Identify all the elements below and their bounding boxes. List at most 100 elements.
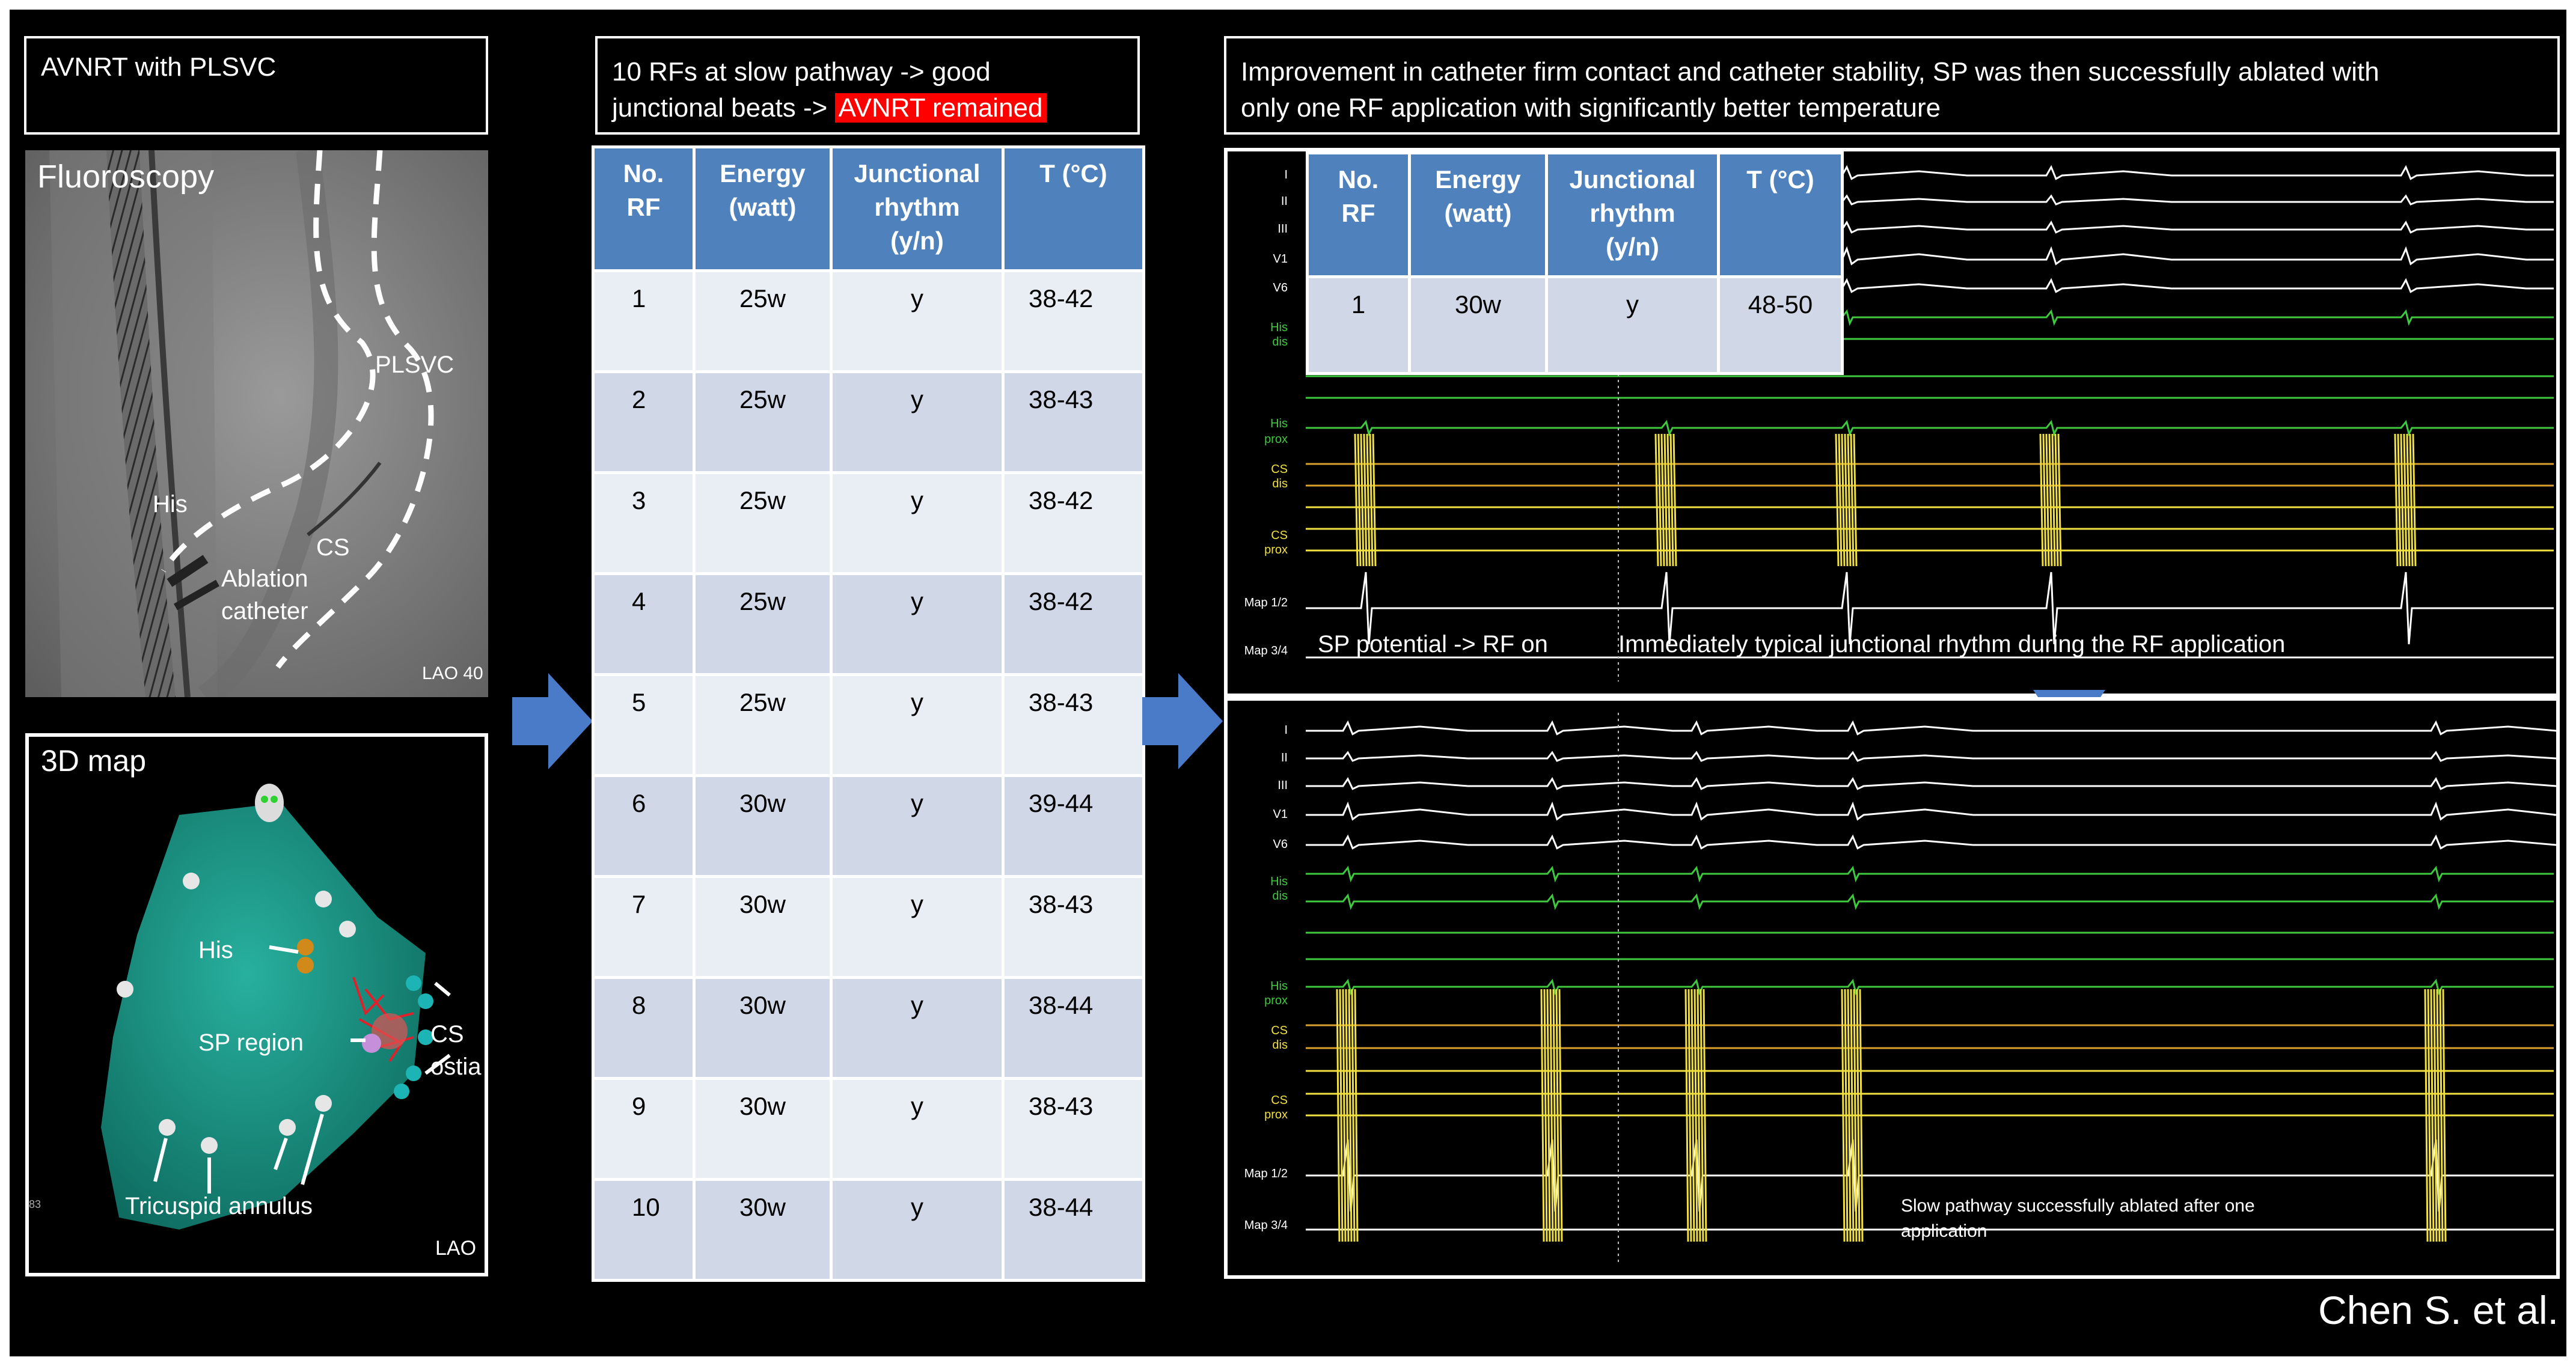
ecg-channel-label: His <box>1270 321 1288 334</box>
ecg-channel-label: prox <box>1264 433 1288 446</box>
ecg-channel-label: prox <box>1264 543 1288 556</box>
bottom-ecg-tracing <box>1306 713 2556 1263</box>
cell-energy: 25w <box>693 370 833 474</box>
map-sp-region-label: SP region <box>198 1029 304 1056</box>
bottom-annotation-line1: Slow pathway successfully ablated after … <box>1901 1196 2255 1216</box>
arrow-right-icon <box>1142 673 1223 769</box>
cell-energy: 25w <box>693 673 833 777</box>
ecg-trace <box>1306 751 2556 762</box>
ecg-channel-label: CS <box>1271 529 1288 542</box>
ecg-channel-label: CS <box>1271 463 1288 476</box>
avnrt-remained-highlight: AVNRT remained <box>834 93 1047 123</box>
cell-junctional: y <box>830 572 1005 676</box>
cell-junctional: y <box>830 875 1005 979</box>
top-annotation-right: Immediately typical junctional rhythm du… <box>1618 631 2286 657</box>
cell-temperature: 38-43 <box>1002 673 1145 777</box>
map-lao-label: LAO <box>435 1237 477 1260</box>
ecg-trace <box>1306 865 2554 883</box>
cell-energy: 25w <box>693 269 833 373</box>
rf-table-container: No. RF Energy (watt) Junctional rhythm (y/n)… <box>592 145 1145 1282</box>
fluoroscopy-image: Fluoroscopy PLSVC His CS Ablation cathet… <box>25 150 488 697</box>
table-row: 6 30w y 39-44 <box>592 774 1145 878</box>
ecg-trace <box>1306 801 2556 821</box>
rf-table: No. RF Energy (watt) Junctional rhythm (y/n)… <box>592 145 1145 1282</box>
left-title-box: AVNRT with PLSVC <box>24 36 488 135</box>
cell-rf-number: 6 <box>592 774 696 878</box>
single-cell-temperature: 48-50 <box>1717 275 1844 375</box>
ecg-channel-label: Map 1/2 <box>1244 596 1288 609</box>
table-row: 3 25w y 38-42 <box>592 471 1145 575</box>
cell-junctional: y <box>830 673 1005 777</box>
cell-rf-number: 9 <box>592 1077 696 1181</box>
single-cell-junctional: y <box>1545 275 1720 375</box>
map-corner-label: 83 <box>29 1198 41 1210</box>
ablation-label: Ablation <box>221 566 308 592</box>
table-row: 10 30w y 38-44 <box>592 1178 1145 1282</box>
cell-temperature: 38-43 <box>1002 1077 1145 1181</box>
right-title-line1: Improvement in catheter firm contact and… <box>1241 57 2379 87</box>
cell-junctional: y <box>830 1077 1005 1181</box>
single-rf-header-row: No. RF Energy (watt) Junctional rhythm (y/n)… <box>1306 151 1844 278</box>
cs-burst <box>2424 989 2447 1242</box>
cell-temperature: 38-42 <box>1002 471 1145 575</box>
cell-rf-number: 10 <box>592 1178 696 1282</box>
cs-burst <box>1654 433 1677 567</box>
col-header-junctional: Junctional rhythm (y/n) <box>830 145 1005 272</box>
ecg-trace <box>1306 978 2554 996</box>
cs-burst <box>1354 433 1377 567</box>
bottom-ecg-panel: I II III V1 V6 His dis His prox CS dis CS prox Map 1/… <box>1224 697 2560 1279</box>
cs-label: CS <box>316 534 350 561</box>
map-tricuspid-label: Tricuspid annulus <box>125 1193 313 1219</box>
map-cs-label: CS <box>430 1021 464 1047</box>
cs-burst <box>2394 433 2417 567</box>
table-row: 5 25w y 38-43 <box>592 673 1145 777</box>
map3d-heading: 3D map <box>41 744 147 778</box>
map-his-label: His <box>198 937 233 963</box>
cs-burst <box>1841 989 1864 1242</box>
cell-energy: 25w <box>693 572 833 676</box>
cell-junctional: y <box>830 370 1005 474</box>
cell-junctional: y <box>830 471 1005 575</box>
cs-burst <box>1835 433 1858 567</box>
single-col-junctional: Junctional rhythm (y/n) <box>1545 151 1720 278</box>
ecg-trace <box>1306 419 2554 437</box>
map-ostia-label: ostia <box>430 1053 482 1080</box>
catheter-label: catheter <box>221 598 308 624</box>
cell-temperature: 38-42 <box>1002 572 1145 676</box>
ecg-channel-label: II <box>1280 751 1288 764</box>
cell-energy: 30w <box>693 875 833 979</box>
middle-title-box: 10 RFs at slow pathway -> good junctiona… <box>595 36 1140 135</box>
author-credit: Chen S. et al. <box>2318 1288 2559 1332</box>
single-cell-energy: 30w <box>1408 275 1548 375</box>
top-ecg-panel: I II III V1 V6 His dis His prox CS dis CS prox Map 1/… <box>1224 148 2560 697</box>
col-header-energy: Energy (watt) <box>693 145 833 272</box>
ecg-channel-label: His <box>1270 875 1288 888</box>
ecg-channel-label: V1 <box>1273 252 1288 266</box>
ecg-channel-label: Map 3/4 <box>1244 1219 1288 1232</box>
cell-energy: 30w <box>693 1077 833 1181</box>
cell-rf-number: 4 <box>592 572 696 676</box>
col-header-temperature: T (°C) <box>1002 145 1145 272</box>
rf-table-header-row: No. RF Energy (watt) Junctional rhythm (y/n)… <box>592 145 1145 272</box>
table-row: 4 25w y 38-42 <box>592 572 1145 676</box>
cs-burst <box>1540 989 1563 1242</box>
table-row: 9 30w y 38-43 <box>592 1077 1145 1181</box>
lao40-label: LAO 40 <box>422 663 483 683</box>
ecg-channel-label: CS <box>1271 1094 1288 1107</box>
cell-rf-number: 2 <box>592 370 696 474</box>
ecg-channel-label: II <box>1280 195 1288 208</box>
arrow-right-icon <box>512 673 593 769</box>
single-cell-no: 1 <box>1306 275 1411 375</box>
cell-temperature: 38-44 <box>1002 1178 1145 1282</box>
single-col-no-rf: No. RF <box>1306 151 1411 278</box>
cell-temperature: 38-43 <box>1002 875 1145 979</box>
cell-rf-number: 1 <box>592 269 696 373</box>
cell-energy: 30w <box>693 976 833 1080</box>
cs-burst <box>1336 989 1359 1242</box>
ecg-trace <box>1306 572 2554 645</box>
left-title: AVNRT with PLSVC <box>41 52 277 82</box>
ecg-trace <box>1306 720 2556 736</box>
table-row: 8 30w y 38-44 <box>592 976 1145 1080</box>
middle-title-line2: junctional beats -> AVNRT remained <box>612 90 1123 126</box>
ecg-channel-label: I <box>1284 168 1288 181</box>
